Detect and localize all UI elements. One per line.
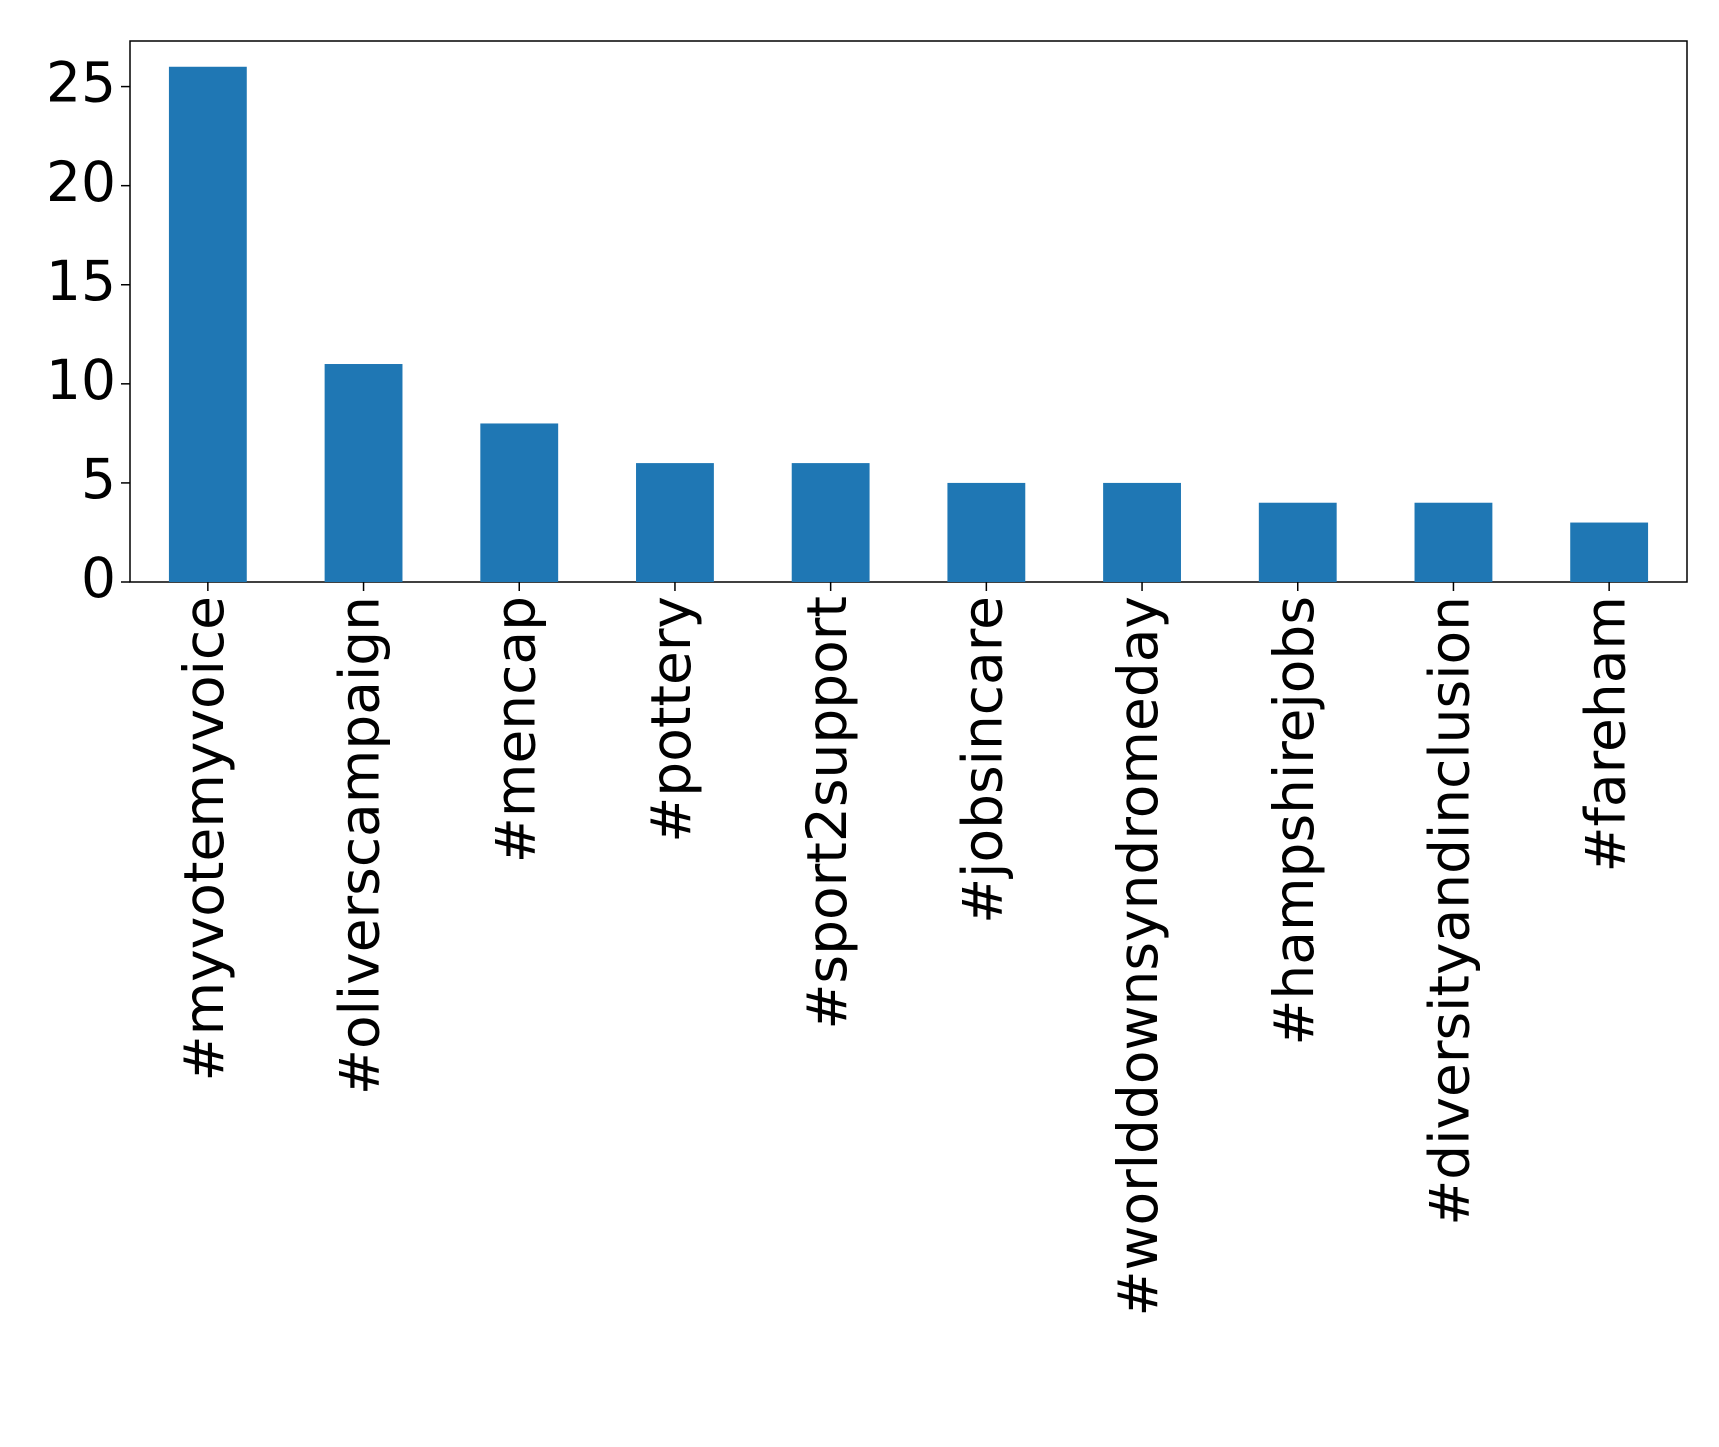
y-tick-label: 20 [46,150,116,214]
y-tick-label: 25 [46,51,116,115]
bar [1258,502,1337,582]
x-tick-label: #diversityandinclusion [1418,596,1482,1226]
x-tick-label: #sport2support [795,596,859,1030]
x-tick-label: #jobsincare [950,596,1014,924]
bar [1570,522,1649,582]
x-tick-label: #myvotemyvoice [172,596,236,1082]
bar [947,482,1026,582]
y-tick-label: 10 [46,348,116,412]
y-tick-label: 5 [81,447,116,511]
y-tick-label: 0 [81,546,116,610]
bar [324,364,403,582]
bar [791,463,870,582]
bar [1414,502,1493,582]
x-tick-label: #fareham [1573,596,1637,873]
bar [480,423,559,582]
plot-frame [129,40,1688,583]
x-tick-label: #pottery [639,596,703,843]
bar [168,66,247,582]
x-tick-label: #hampshirejobs [1262,596,1326,1046]
bar [1103,482,1181,582]
x-tick-label: #worlddownsyndromeday [1106,596,1170,1317]
bar [636,463,714,582]
x-tick-label: #mencap [483,596,547,863]
x-tick-label: #oliverscampaign [328,596,392,1095]
y-tick-label: 15 [46,249,116,313]
